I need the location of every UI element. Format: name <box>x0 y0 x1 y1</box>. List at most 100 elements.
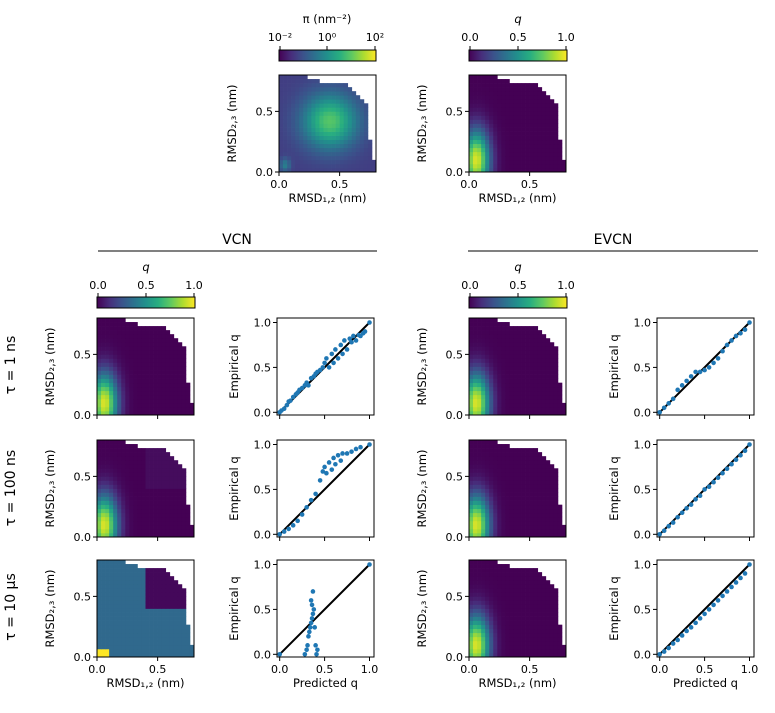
heatmap-cell <box>101 592 106 597</box>
heatmap-cell <box>481 374 486 379</box>
heatmap-cell <box>97 456 102 461</box>
heatmap-cell <box>181 468 187 473</box>
heatmap-cell <box>141 468 146 473</box>
heatmap-cell <box>339 147 345 153</box>
heatmap-cell <box>477 624 482 630</box>
heatmap-cell <box>125 604 130 609</box>
heatmap-cell <box>145 648 150 654</box>
heatmap-cell <box>117 452 122 457</box>
heatmap-cell <box>469 532 474 538</box>
heatmap-cell <box>355 127 361 132</box>
heatmap-cell <box>343 119 349 124</box>
heatmap-cell <box>509 111 514 116</box>
heatmap-cell <box>529 608 535 613</box>
y-tick-label: 0.5 <box>74 590 92 603</box>
heatmap-cell <box>493 588 498 593</box>
heatmap-cell <box>553 524 559 530</box>
heatmap-cell <box>545 644 551 650</box>
heatmap-cell <box>509 532 514 538</box>
heatmap-cell <box>105 398 110 404</box>
heatmap-cell <box>133 496 138 501</box>
heatmap-cell <box>141 358 146 363</box>
heatmap-cell <box>485 588 490 593</box>
heatmap-cell <box>501 139 506 145</box>
heatmap-cell <box>485 338 490 343</box>
heatmap-cell <box>295 103 300 108</box>
heatmap-cell <box>177 390 183 396</box>
heatmap-cell <box>177 398 183 404</box>
heatmap-cell <box>169 402 175 408</box>
heatmap-cell <box>529 600 535 605</box>
heatmap-cell <box>97 410 102 416</box>
heatmap-cell <box>117 624 122 630</box>
heatmap-cell <box>157 636 163 642</box>
heatmap-cell <box>133 572 138 577</box>
heatmap-cell <box>505 87 510 92</box>
heatmap-cell <box>145 406 150 412</box>
heatmap-cell <box>509 472 514 477</box>
heatmap-cell <box>509 119 514 124</box>
heatmap-cell <box>517 159 522 165</box>
heatmap-cell <box>97 492 102 497</box>
heatmap-cell <box>157 366 163 371</box>
heatmap-cell <box>157 476 163 481</box>
heatmap-cell <box>529 520 535 526</box>
heatmap-cell <box>113 456 118 461</box>
heatmap-cell <box>279 147 284 153</box>
heatmap-cell <box>521 624 526 630</box>
heatmap-cell <box>161 576 167 581</box>
heatmap-cell <box>181 500 187 506</box>
heatmap-cell <box>161 596 167 601</box>
heatmap-cell <box>541 516 547 522</box>
heatmap-cell <box>481 640 486 646</box>
heatmap-cell <box>125 608 130 613</box>
heatmap-cell <box>105 568 110 573</box>
heatmap-cell <box>489 318 494 323</box>
heatmap-cell <box>109 564 114 569</box>
heatmap-cell <box>489 572 494 577</box>
heatmap-cell <box>533 143 539 149</box>
heatmap-cell <box>169 592 175 597</box>
heatmap-cell <box>501 524 506 530</box>
heatmap-cell <box>343 111 349 116</box>
heatmap-cell <box>521 604 526 609</box>
heatmap-cell <box>141 326 146 331</box>
heatmap-cell <box>97 350 102 355</box>
heatmap-cell <box>533 362 539 367</box>
heatmap-cell <box>537 103 543 108</box>
heatmap-cell <box>307 155 312 161</box>
heatmap-cell <box>181 636 187 642</box>
heatmap-cell <box>549 115 555 120</box>
heatmap-cell <box>97 644 102 650</box>
heatmap-cell <box>485 580 490 585</box>
heatmap-cell <box>129 516 134 522</box>
heatmap-cell <box>489 592 494 597</box>
heatmap-cell <box>481 159 486 165</box>
heatmap-cell <box>533 390 539 396</box>
heatmap-cell <box>493 378 498 384</box>
heatmap-cell <box>509 342 514 347</box>
heatmap-cell <box>145 596 150 601</box>
heatmap-cell <box>529 640 535 646</box>
heatmap-cell <box>141 604 146 609</box>
heatmap-cell <box>283 75 288 80</box>
heatmap-cell <box>113 386 118 392</box>
heatmap-cell <box>481 370 486 375</box>
heatmap-cell <box>355 167 361 173</box>
data-point <box>666 523 671 529</box>
heatmap-cell <box>525 504 530 510</box>
y-axis-label: Empirical q <box>607 334 621 398</box>
heatmap-cell <box>101 608 106 613</box>
heatmap-cell <box>473 580 478 585</box>
heatmap-cell <box>121 394 126 400</box>
heatmap-cell <box>101 652 106 658</box>
heatmap-cell <box>529 346 535 351</box>
heatmap-cell <box>501 95 506 100</box>
heatmap-cell <box>497 390 502 396</box>
heatmap-cell <box>541 484 547 489</box>
heatmap-cell <box>339 111 345 116</box>
heatmap-cell <box>493 572 498 577</box>
heatmap-cell <box>137 532 142 538</box>
